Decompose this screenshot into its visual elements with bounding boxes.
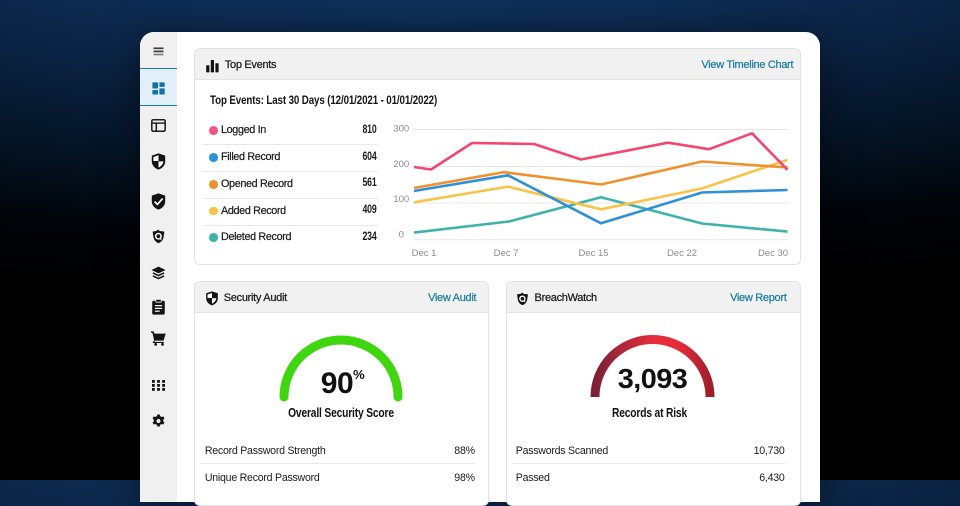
svg-text:100: 100 — [393, 194, 409, 205]
svg-text:Dec 7: Dec 7 — [494, 248, 519, 259]
svg-text:Dec 30: Dec 30 — [758, 248, 788, 259]
svg-text:Dec 1: Dec 1 — [412, 248, 437, 259]
svg-text:Dec 22: Dec 22 — [667, 248, 697, 259]
svg-text:0: 0 — [399, 230, 404, 241]
svg-text:300: 300 — [393, 123, 409, 134]
svg-text:Dec 15: Dec 15 — [578, 248, 608, 259]
svg-text:200: 200 — [393, 159, 409, 170]
